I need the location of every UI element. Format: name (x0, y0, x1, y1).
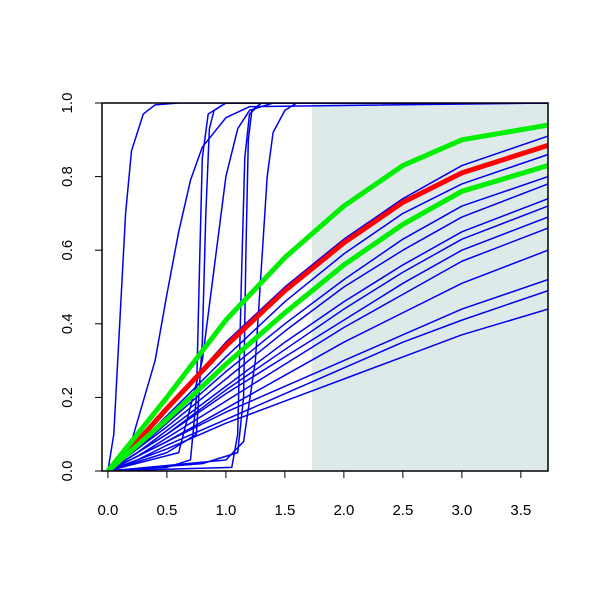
y-tick-label: 0.0 (59, 461, 76, 482)
shaded-region (312, 103, 548, 471)
series-line (106, 163, 548, 471)
y-tick-label: 1.0 (59, 93, 76, 114)
x-tick-label: 1.0 (215, 502, 236, 519)
series-line (107, 227, 548, 471)
series-line (107, 175, 548, 471)
series-line (107, 278, 548, 471)
series-line (107, 197, 548, 471)
x-tick-label: 3.0 (451, 502, 472, 519)
x-tick-label: 2.0 (333, 502, 354, 519)
y-tick-label: 0.8 (59, 166, 76, 187)
y-tick-label: 0.4 (59, 313, 76, 334)
series-line (105, 122, 548, 471)
series-line (107, 103, 548, 471)
series-line (106, 142, 548, 471)
series-line (107, 183, 548, 471)
y-tick-label: 0.6 (59, 240, 76, 261)
x-tick-label: 0.0 (97, 502, 118, 519)
x-tick-label: 2.5 (392, 502, 413, 519)
series-line (107, 103, 548, 471)
x-tick-label: 3.5 (510, 502, 531, 519)
series-line (107, 289, 548, 471)
plot-frame (101, 102, 549, 472)
series-line (107, 216, 548, 471)
x-tick-label: 0.5 (156, 502, 177, 519)
series-line (107, 308, 548, 471)
series-line (107, 103, 548, 471)
x-tick-label: 1.5 (274, 502, 295, 519)
series-line (107, 103, 548, 471)
y-tick-label: 0.2 (59, 387, 76, 408)
